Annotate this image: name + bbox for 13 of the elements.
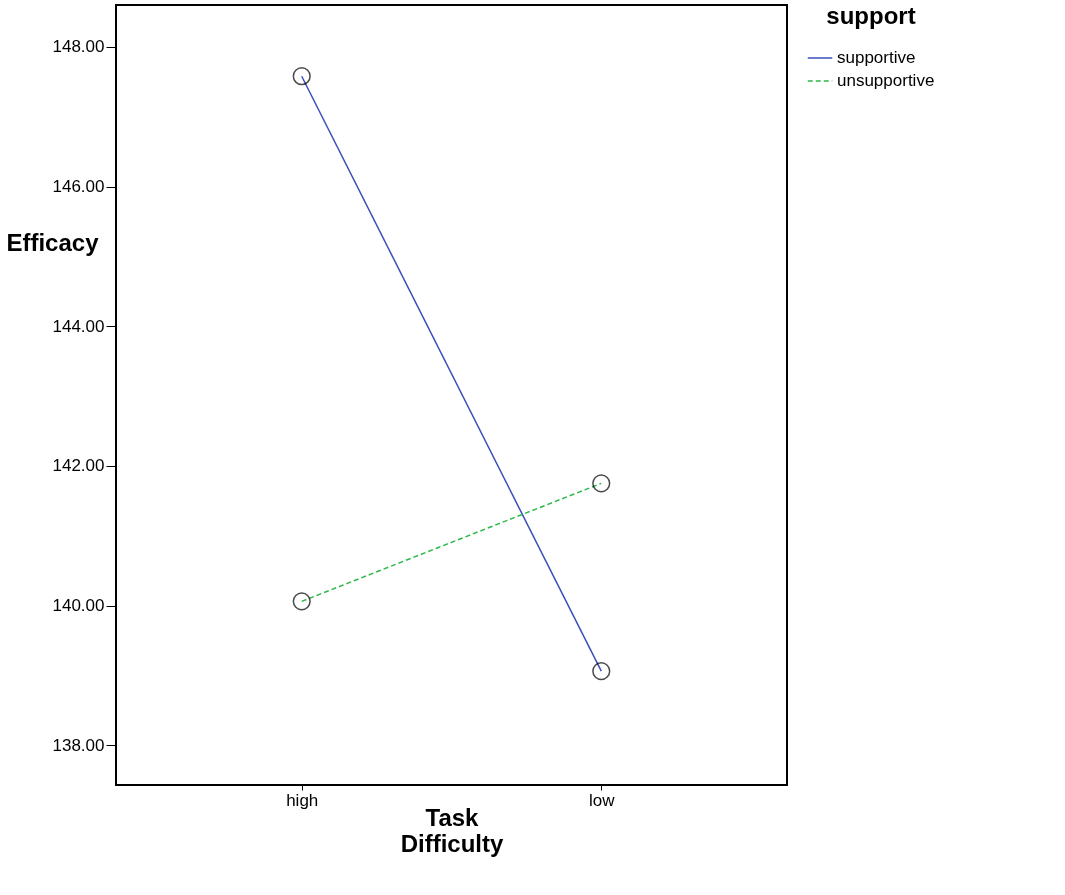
x-axis-title: Task Difficulty	[400, 803, 504, 857]
legend-title: support	[826, 2, 916, 29]
y-tick-label: 138.00	[52, 735, 105, 755]
y-tick-label: 148.00	[52, 37, 105, 57]
legend-label: unsupportive	[837, 71, 935, 90]
x-tick-label: low	[589, 790, 616, 810]
y-tick-label: 140.00	[52, 596, 105, 616]
y-axis-title: Efficacy	[6, 228, 100, 256]
y-tick-label: 146.00	[52, 177, 105, 197]
x-tick-label: high	[286, 790, 319, 810]
y-tick-label: 142.00	[52, 456, 105, 476]
y-tick-label: 144.00	[52, 316, 105, 336]
legend-label: supportive	[837, 48, 916, 67]
